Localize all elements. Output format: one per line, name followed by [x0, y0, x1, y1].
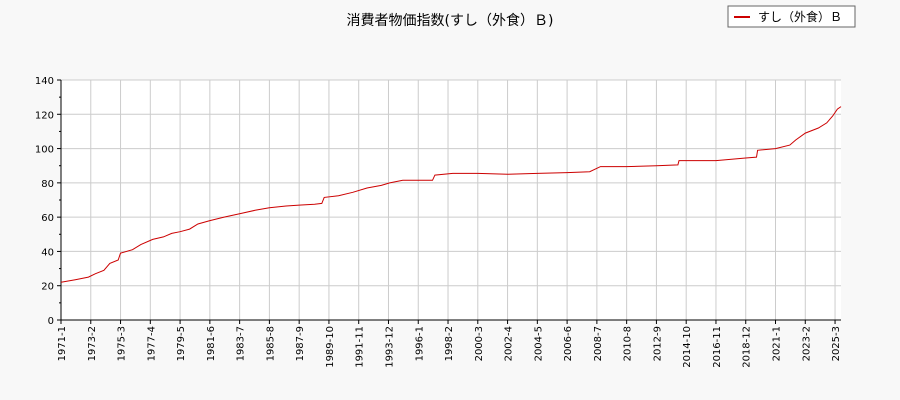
x-tick-label: 2000-3	[474, 326, 485, 361]
legend-box	[727, 5, 856, 28]
y-tick-label: 60	[41, 213, 54, 224]
y-tick-label: 80	[41, 179, 54, 190]
x-tick-label: 2008-7	[593, 326, 604, 361]
x-tick-label: 2010-8	[623, 326, 634, 361]
y-axis-ticks: 0 20 40 60 80 100 120 140	[35, 76, 61, 327]
y-tick-label: 140	[35, 76, 54, 87]
y-tick-label: 100	[35, 145, 54, 156]
y-tick-label: 20	[41, 282, 54, 293]
x-tick-label: 1993-12	[384, 326, 395, 368]
x-tick-label: 1989-10	[325, 326, 336, 368]
x-tick-label: 2023-2	[801, 326, 812, 361]
x-tick-label: 1985-8	[265, 326, 276, 361]
x-axis-ticks: 1971-1 1973-2 1975-3 1977-4 1979-5 1981-6 1983…	[57, 320, 842, 368]
y-tick-label: 40	[41, 247, 54, 258]
x-tick-label: 2021-1	[772, 326, 783, 361]
x-tick-label: 2002-4	[504, 326, 515, 361]
x-tick-label: 1987-9	[295, 326, 306, 361]
x-tick-label: 1991-11	[355, 326, 366, 368]
x-tick-label: 2006-6	[563, 326, 574, 361]
legend: すし（外食）Ｂ	[727, 5, 856, 28]
x-tick-label: 2012-9	[652, 326, 663, 361]
x-tick-label: 1971-1	[57, 326, 68, 361]
x-tick-label: 2025-3	[831, 326, 842, 361]
y-tick-label: 0	[48, 316, 54, 327]
legend-label: すし（外食）Ｂ	[758, 9, 842, 24]
x-tick-label: 2014-10	[682, 326, 693, 368]
x-tick-label: 1998-2	[444, 326, 455, 361]
x-tick-label: 2018-12	[742, 326, 753, 368]
x-tick-label: 2004-5	[533, 326, 544, 361]
x-tick-label: 1975-3	[117, 326, 128, 361]
plot-area	[61, 80, 841, 320]
x-tick-label: 2016-11	[712, 326, 723, 368]
x-tick-label: 1979-5	[176, 326, 187, 361]
x-tick-label: 1996-1	[414, 326, 425, 361]
x-tick-label: 1973-2	[87, 326, 98, 361]
x-tick-label: 1981-6	[206, 326, 217, 361]
grid	[60, 79, 841, 321]
x-tick-label: 1983-7	[236, 326, 247, 361]
x-tick-label: 1977-4	[146, 326, 157, 361]
series-line	[60, 106, 842, 283]
y-tick-label: 120	[35, 110, 54, 121]
chart-title: 消費者物価指数(すし（外食）Ｂ)	[347, 12, 554, 29]
